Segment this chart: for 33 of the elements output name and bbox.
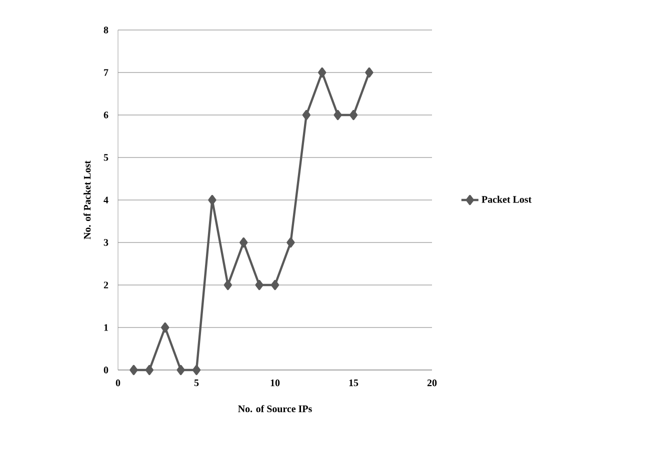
point [130, 364, 138, 376]
x-tick-label: 15 [349, 380, 358, 386]
point [255, 280, 264, 290]
point [145, 364, 154, 376]
point [240, 237, 248, 248]
point [176, 364, 185, 376]
y-tick-label: 5 [104, 154, 108, 161]
point [302, 110, 310, 120]
point [318, 67, 326, 78]
point [270, 280, 280, 290]
point [349, 110, 358, 120]
legend-label: Packet Lost [482, 196, 532, 203]
y-tick-label: 2 [104, 282, 108, 288]
y-tick-label: 8 [104, 26, 108, 34]
x-tick-label: 0 [116, 380, 120, 386]
point [286, 237, 295, 248]
x-axis-title: No. of Source IPs [238, 405, 312, 412]
y-axis-title: No. of Packet Lost [84, 160, 91, 240]
y-tick-label: 4 [104, 196, 108, 204]
point [208, 194, 216, 206]
x-tick-label: 10 [270, 380, 280, 386]
y-tick-label: 3 [104, 239, 108, 246]
point [192, 364, 201, 376]
x-tick-label: 20 [427, 380, 437, 386]
point [334, 110, 342, 120]
y-tick-label: 7 [104, 69, 108, 76]
y-tick-label: 1 [104, 324, 108, 331]
x-tick-label: 5 [194, 379, 199, 386]
point [161, 322, 170, 333]
y-tick-label: 6 [104, 112, 108, 118]
point [224, 280, 232, 290]
y-tick-label: 0 [104, 366, 108, 374]
point [365, 67, 374, 78]
